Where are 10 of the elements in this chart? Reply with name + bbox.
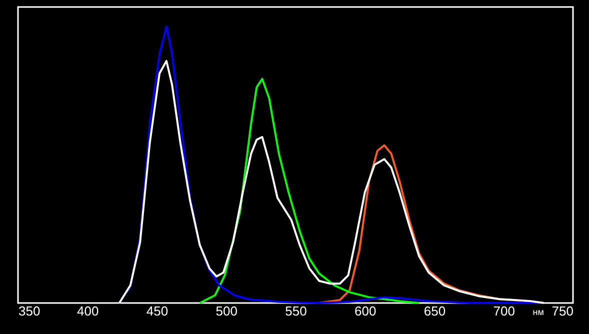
x-tick-label: 500: [216, 304, 238, 318]
x-tick-label: 750: [552, 304, 574, 318]
x-tick-label: 700: [493, 304, 515, 318]
x-tick-label: 650: [424, 304, 446, 318]
x-tick-label: 450: [146, 304, 168, 318]
x-tick-label: 600: [354, 304, 376, 318]
x-tick-label: 550: [285, 304, 307, 318]
x-tick-label: 400: [77, 304, 99, 318]
x-tick-label: 350: [18, 304, 40, 318]
x-axis-title: нм: [532, 307, 544, 317]
